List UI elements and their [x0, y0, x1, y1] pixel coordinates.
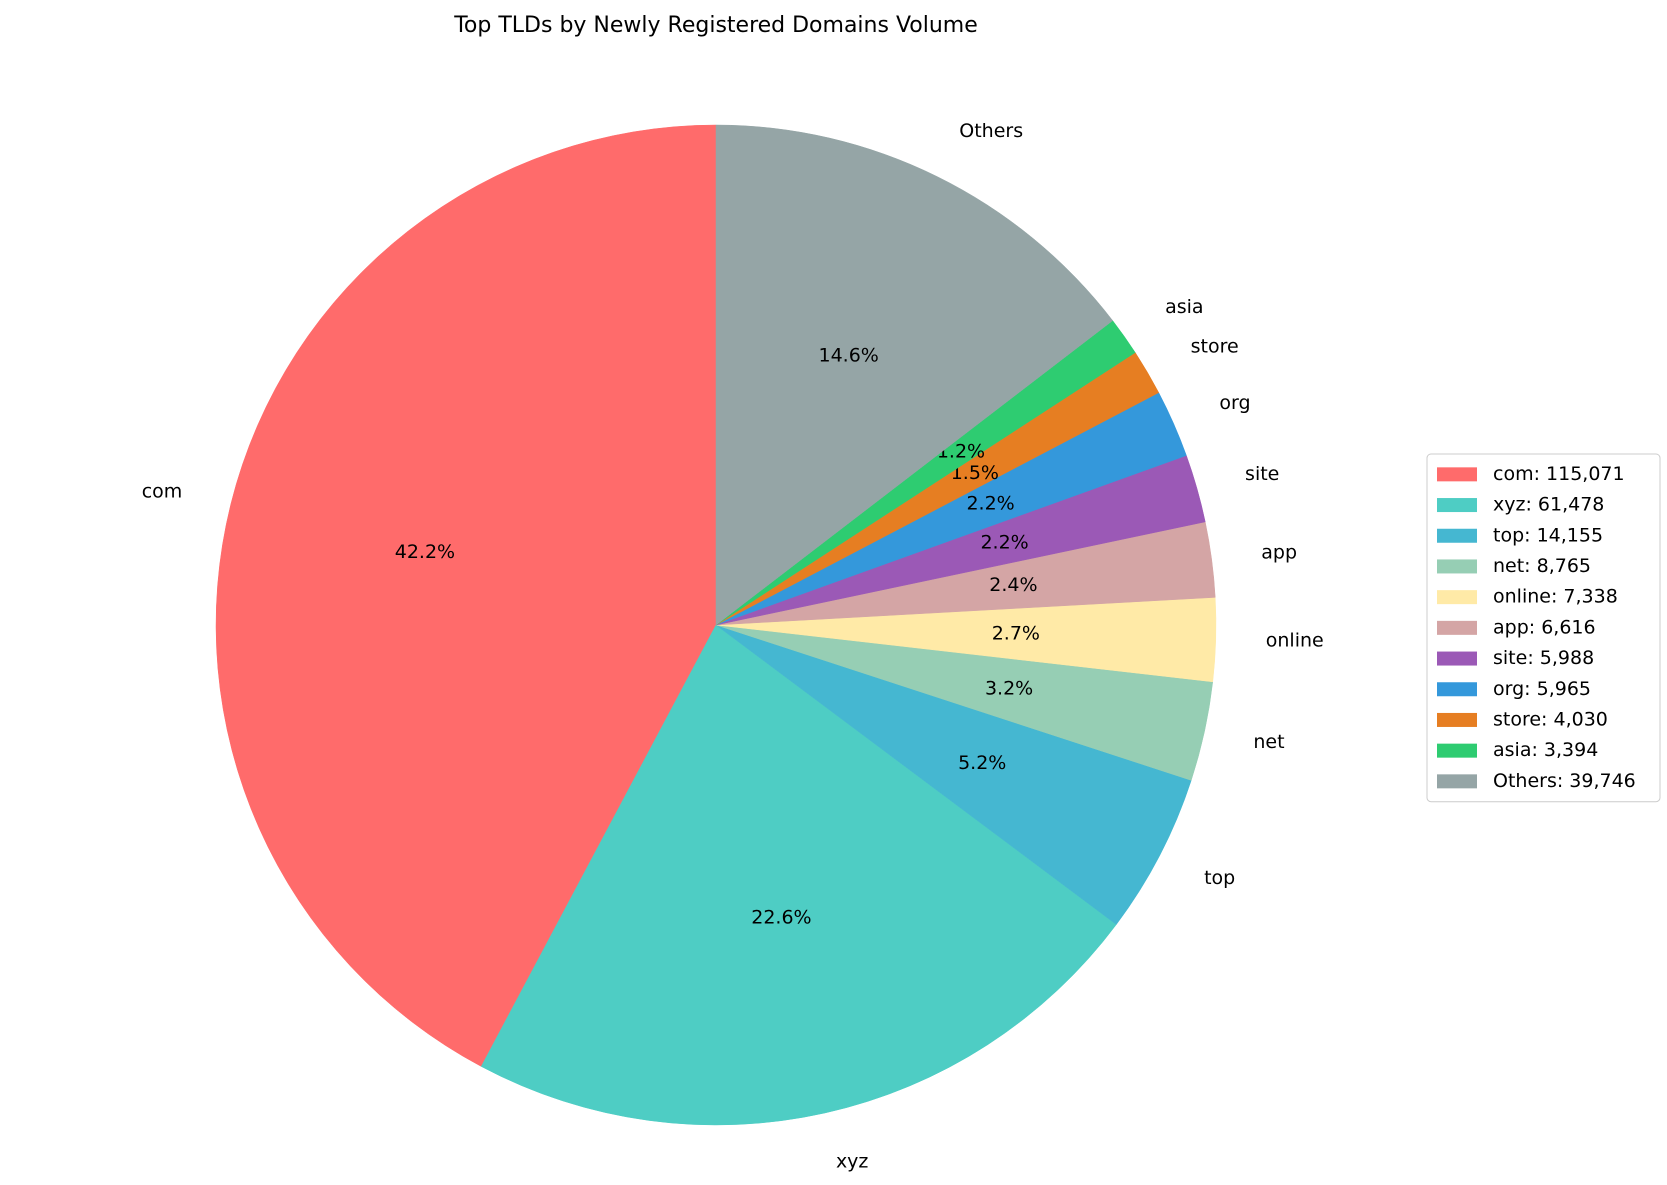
percent-label: 42.2%	[395, 541, 455, 563]
pie-slice	[715, 124, 1114, 626]
slice-label: com	[142, 480, 183, 502]
legend-label: store: 4,030	[1493, 708, 1608, 730]
slice-label: net	[1253, 731, 1284, 753]
legend-label: Others: 39,746	[1493, 770, 1636, 792]
slice-label: online	[1266, 630, 1324, 652]
pie-slice	[215, 124, 717, 1067]
legend-swatch	[1437, 559, 1477, 574]
percent-label: 3.2%	[985, 677, 1033, 699]
slice-label: Others	[959, 120, 1023, 142]
legend-label: net: 8,765	[1493, 555, 1591, 577]
legend-swatch	[1437, 498, 1477, 513]
legend-label: org: 5,965	[1493, 678, 1591, 700]
slice-label: app	[1261, 541, 1297, 563]
legend-swatch	[1437, 682, 1477, 697]
legend-label: xyz: 61,478	[1493, 494, 1604, 516]
percent-label: 22.6%	[751, 906, 811, 928]
legend-label: com: 115,071	[1493, 463, 1625, 485]
legend-label: site: 5,988	[1493, 647, 1594, 669]
legend: com: 115,071 xyz: 61,478 top: 14,155 net: 8…	[1426, 453, 1661, 803]
legend-label: top: 14,155	[1493, 524, 1603, 546]
legend-label: asia: 3,394	[1493, 739, 1598, 761]
slice-label: xyz	[836, 1150, 868, 1172]
percent-label: 2.4%	[989, 574, 1037, 596]
chart-title: Top TLDs by Newly Registered Domains Vol…	[453, 13, 978, 38]
legend-swatch	[1437, 528, 1477, 543]
legend-swatch	[1437, 774, 1477, 789]
legend-swatch	[1437, 467, 1477, 482]
percent-label: 5.2%	[958, 752, 1006, 774]
pie-slice	[480, 624, 1117, 1126]
percent-label: 1.5%	[951, 462, 999, 484]
slice-label: store	[1191, 336, 1239, 358]
legend-swatch	[1437, 590, 1477, 605]
legend-swatch	[1437, 743, 1477, 758]
slice-label: site	[1245, 463, 1279, 485]
percent-label: 14.6%	[819, 344, 879, 366]
slice-label: asia	[1165, 296, 1203, 318]
legend-label: online: 7,338	[1493, 586, 1618, 608]
percent-label: 2.7%	[992, 622, 1040, 644]
legend-swatch	[1437, 620, 1477, 635]
legend-frame	[1426, 453, 1661, 803]
slice-label: top	[1204, 867, 1235, 889]
legend-swatch	[1437, 651, 1477, 666]
percent-label: 2.2%	[980, 532, 1028, 554]
slice-label: org	[1219, 392, 1250, 414]
percent-label: 2.2%	[966, 493, 1014, 515]
legend-label: app: 6,616	[1493, 616, 1596, 638]
legend-swatch	[1437, 712, 1477, 727]
pie-slice	[715, 624, 1192, 925]
